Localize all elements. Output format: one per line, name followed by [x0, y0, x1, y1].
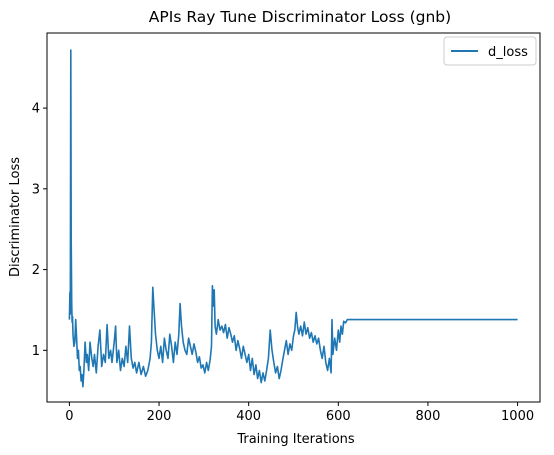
chart-title: APIs Ray Tune Discriminator Loss (gnb)	[149, 8, 451, 26]
y-axis-ticks: 1 2 3 4	[32, 102, 47, 359]
series-line-d-loss	[68, 49, 518, 388]
legend-frame	[443, 36, 537, 66]
series-layer	[68, 49, 518, 388]
x-tick-label: 1000	[501, 409, 534, 424]
plot-frame	[46, 32, 541, 403]
y-tick-label: 1	[32, 344, 40, 359]
x-tick-label: 800	[416, 409, 441, 424]
x-tick-label: 200	[147, 409, 172, 424]
x-axis-ticks: 0 200 400 600 800 1000	[65, 402, 534, 424]
y-tick-label: 2	[32, 263, 40, 278]
x-tick-label: 600	[326, 409, 351, 424]
x-tick-label: 0	[65, 409, 73, 424]
x-axis-label: Training Iterations	[236, 432, 355, 447]
y-tick-label: 3	[32, 182, 40, 197]
legend: d_loss	[443, 36, 537, 66]
y-axis-label: Discriminator Loss	[8, 157, 23, 277]
plot-area	[46, 32, 541, 403]
x-tick-label: 400	[236, 409, 261, 424]
y-tick-label: 4	[32, 102, 40, 117]
legend-label-d-loss: d_loss	[488, 45, 528, 60]
